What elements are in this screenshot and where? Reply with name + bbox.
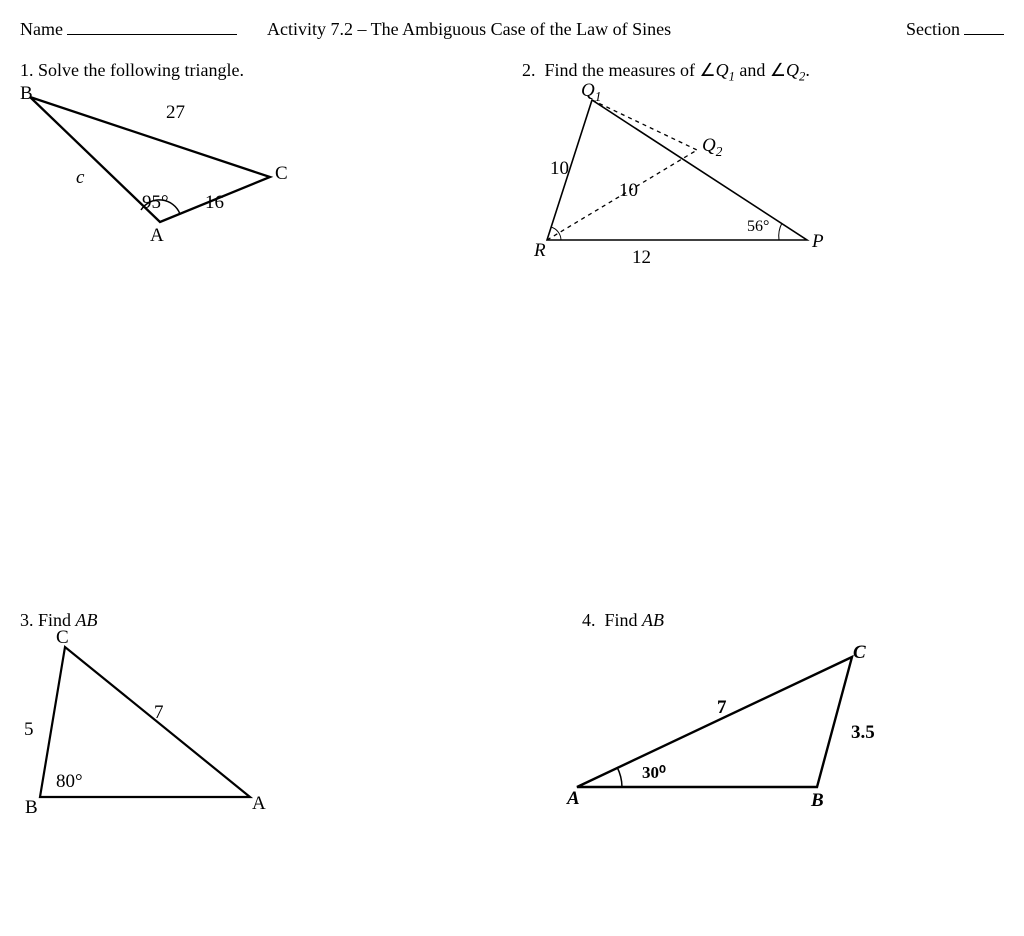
name-label: Name (20, 19, 63, 40)
triangle-2-svg (532, 90, 842, 275)
section-blank[interactable] (964, 12, 1004, 35)
angle-95: 95° (142, 192, 169, 214)
angle-80: 80° (56, 771, 83, 793)
worksheet-header: Name Activity 7.2 – The Ambiguous Case o… (20, 12, 1004, 40)
angle-30: 30⁰ (642, 763, 666, 783)
problem-4: 4. Find AB A B C 7 3.5 30⁰ (522, 610, 1004, 837)
triangle-4-svg (562, 637, 892, 817)
problem-2-diagram: Q1 Q2 R P 10 10 12 56° (532, 90, 832, 290)
side-12: 12 (632, 247, 651, 269)
problems-grid: 1. Solve the following triangle. B C A 2… (20, 60, 1004, 838)
vertex-Q2: Q2 (702, 135, 722, 160)
problem-1: 1. Solve the following triangle. B C A 2… (20, 60, 502, 291)
section-label: Section (906, 19, 960, 40)
problem-4-prompt: 4. Find AB (582, 610, 1004, 631)
problem-1-prompt: 1. Solve the following triangle. (20, 60, 502, 81)
name-blank[interactable] (67, 12, 237, 35)
side-16: 16 (205, 192, 224, 214)
vertex-Q1: Q1 (581, 80, 601, 105)
side-3-5: 3.5 (851, 722, 875, 744)
activity-title: Activity 7.2 – The Ambiguous Case of the… (267, 19, 671, 40)
vertex-A: A (150, 225, 164, 247)
problem-1-diagram: B C A 27 16 95° c (20, 87, 320, 287)
problem-3-prompt: 3. Find AB (20, 610, 502, 631)
vertex-P: P (812, 231, 824, 253)
vertex-B: B (20, 83, 33, 105)
side-10b: 10 (619, 180, 638, 202)
problem-3: 3. Find AB C B A 5 7 80° (20, 610, 502, 837)
vertex-C: C (275, 163, 288, 185)
angle-56: 56° (747, 218, 769, 236)
problem-4-diagram: A B C 7 3.5 30⁰ (562, 637, 892, 837)
vertex-R: R (534, 240, 546, 262)
problem-3-diagram: C B A 5 7 80° (20, 637, 320, 837)
side-10a: 10 (550, 158, 569, 180)
side-5: 5 (24, 719, 34, 741)
vertex-C4: C (853, 642, 866, 664)
vertex-A4: A (567, 788, 580, 810)
problem-2: 2. Find the measures of ∠Q1 and ∠Q2. Q1 … (522, 60, 1004, 291)
side-c: c (76, 167, 84, 189)
vertex-B4: B (811, 790, 824, 812)
vertex-B3: B (25, 797, 38, 819)
vertex-A3: A (252, 793, 266, 815)
side-7b: 7 (717, 697, 727, 719)
vertex-C3: C (56, 627, 69, 649)
side-27: 27 (166, 102, 185, 124)
side-7: 7 (154, 702, 164, 724)
